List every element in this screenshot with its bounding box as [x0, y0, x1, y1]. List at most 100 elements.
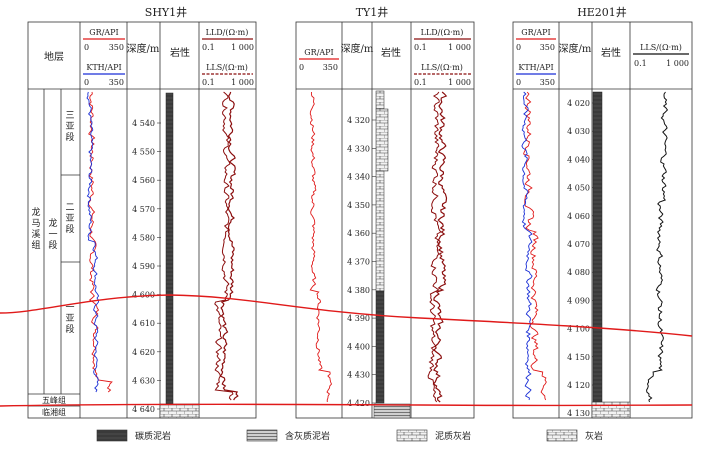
- depth-tick-label: 4 370: [347, 258, 370, 267]
- he201-kth-max: 350: [540, 78, 555, 87]
- he201-gr-min: 0: [516, 43, 521, 52]
- he201-depth-track: 4 020 4 030 4 040 4 050 4 060 4 070 4 080 4 090…: [567, 99, 596, 418]
- depth-tick-label: 4 560: [132, 176, 155, 185]
- he201-lls-curve: [646, 91, 669, 403]
- ty1-gr-max: 350: [323, 63, 338, 72]
- depth-tick-label: 4 590: [132, 262, 155, 271]
- depth-tick-label: 4 640: [132, 405, 155, 414]
- shy1-gr-min: 0: [84, 43, 89, 52]
- ty1-gr-curve: [309, 91, 333, 403]
- ty1-lithology-column: [373, 90, 411, 419]
- shy1-lithology-column: [159, 92, 200, 419]
- he201-lith-header: 岩性: [601, 46, 621, 59]
- shy1-lld-curve: [219, 91, 239, 401]
- he201-kth-label: KTH/API: [518, 63, 553, 72]
- shy1-lld-label: LLD/(Ω·m): [206, 28, 249, 37]
- depth-tick-label: 4 380: [347, 286, 370, 295]
- well-title-ty1: TY1井: [356, 5, 389, 19]
- depth-tick-label: 4 580: [132, 233, 155, 242]
- well-title-shy1: SHY1井: [145, 5, 187, 19]
- ty1-lls-curve: [427, 91, 442, 403]
- depth-tick-label: 4 600: [132, 291, 155, 300]
- depth-tick-label: 4 060: [567, 212, 590, 221]
- legend-swatch-limestone: [546, 429, 578, 442]
- strata-labels: 龙马溪组 龙一段 三亚段 二亚段 一亚段 五峰组 临湘组: [31, 111, 80, 417]
- shy1-lls-min: 0.1: [202, 78, 215, 87]
- depth-tick-label: 4 030: [567, 127, 590, 136]
- depth-tick-label: 4 150: [567, 353, 590, 362]
- panel-shy1: [27, 21, 257, 419]
- legend-swatch-carbon-mudstone: [96, 429, 128, 442]
- ty1-lls-max: 1 000: [448, 78, 471, 87]
- log-curves: [86, 91, 669, 403]
- shy1-lls-curve: [214, 91, 234, 401]
- depth-tick-label: 4 340: [347, 173, 370, 182]
- depth-tick-label: 4 420: [347, 399, 370, 408]
- he201-lls-min: 0.1: [634, 59, 647, 68]
- shy1-kth-label: KTH/API: [86, 63, 121, 72]
- depth-tick-label: 4 040: [567, 155, 590, 164]
- sub-member-2-label: 二亚段: [65, 203, 74, 235]
- sub-member-3-label: 三亚段: [65, 111, 74, 143]
- depth-tick-label: 4 540: [132, 119, 155, 128]
- he201-kth-curve: [521, 91, 533, 401]
- wufeng-label: 五峰组: [42, 395, 66, 405]
- depth-tick-label: 4 100: [567, 325, 590, 334]
- depth-tick-label: 4 570: [132, 205, 155, 214]
- depth-tick-label: 4 330: [347, 144, 370, 153]
- ty1-lls-label: LLS/(Ω·m): [421, 63, 463, 72]
- ty1-gr-min: 0: [299, 63, 304, 72]
- legend-swatch-calc-mudstone: [246, 429, 278, 442]
- shy1-depth-header: 深度/m: [127, 42, 160, 55]
- shy1-kth-min: 0: [84, 78, 89, 87]
- depth-tick-label: 4 080: [567, 268, 590, 277]
- depth-tick-label: 4 130: [567, 409, 590, 418]
- legend-label-muddy-limestone: 泥质灰岩: [435, 430, 471, 442]
- depth-tick-label: 4 320: [347, 116, 370, 125]
- legend-label-carbon-mudstone: 碳质泥岩: [135, 430, 171, 442]
- depth-tick-label: 4 090: [567, 296, 590, 305]
- legend-swatch-muddy-limestone: [396, 429, 428, 442]
- sub-member-1-label: 一亚段: [65, 303, 74, 335]
- depth-tick-label: 4 430: [347, 371, 370, 380]
- he201-lithology-column: [591, 91, 631, 419]
- depth-tick-label: 4 350: [347, 201, 370, 210]
- shy1-gr-label: GR/API: [89, 28, 118, 37]
- lithology-legend: 碳质泥岩 含灰质泥岩 泥质灰岩 灰岩: [96, 429, 603, 442]
- ty1-lld-max: 1 000: [448, 43, 471, 52]
- he201-gr-max: 350: [540, 43, 555, 52]
- formation-label: 龙马溪组: [31, 206, 40, 251]
- shy1-lld-max: 1 000: [231, 43, 254, 52]
- well-title-he201: HE201井: [577, 5, 627, 19]
- depth-tick-label: 4 390: [347, 314, 370, 323]
- shy1-lld-min: 0.1: [202, 43, 215, 52]
- legend-label-calc-mudstone: 含灰质泥岩: [285, 430, 330, 442]
- linxiang-label: 临湘组: [42, 407, 66, 417]
- he201-kth-min: 0: [516, 78, 521, 87]
- depth-tick-label: 4 360: [347, 229, 370, 238]
- shy1-gr-max: 350: [109, 43, 124, 52]
- depth-tick-label: 4 020: [567, 99, 590, 108]
- he201-lls-label: LLS/(Ω·m): [640, 43, 682, 52]
- ty1-gr-label: GR/API: [304, 48, 333, 57]
- shy1-lls-max: 1 000: [231, 78, 254, 87]
- legend-label-limestone: 灰岩: [585, 430, 603, 442]
- correlation-line-upper: [0, 294, 693, 337]
- ty1-depth-header: 深度/m: [341, 42, 374, 55]
- depth-tick-label: 4 630: [132, 376, 155, 385]
- strata-header: 地层: [44, 50, 64, 63]
- depth-tick-label: 4 550: [132, 148, 155, 157]
- depth-tick-label: 4 050: [567, 184, 590, 193]
- shy1-kth-curve: [86, 91, 100, 393]
- shy1-kth-max: 350: [109, 78, 124, 87]
- shy1-lith-header: 岩性: [170, 46, 190, 59]
- shy1-lls-label: LLS/(Ω·m): [206, 63, 248, 72]
- he201-gr-label: GR/API: [521, 28, 550, 37]
- member-label: 龙一段: [48, 217, 57, 251]
- depth-tick-label: 4 400: [347, 342, 370, 351]
- ty1-lld-label: LLD/(Ω·m): [421, 28, 464, 37]
- ty1-lith-header: 岩性: [381, 46, 401, 59]
- he201-lls-max: 1 000: [666, 59, 689, 68]
